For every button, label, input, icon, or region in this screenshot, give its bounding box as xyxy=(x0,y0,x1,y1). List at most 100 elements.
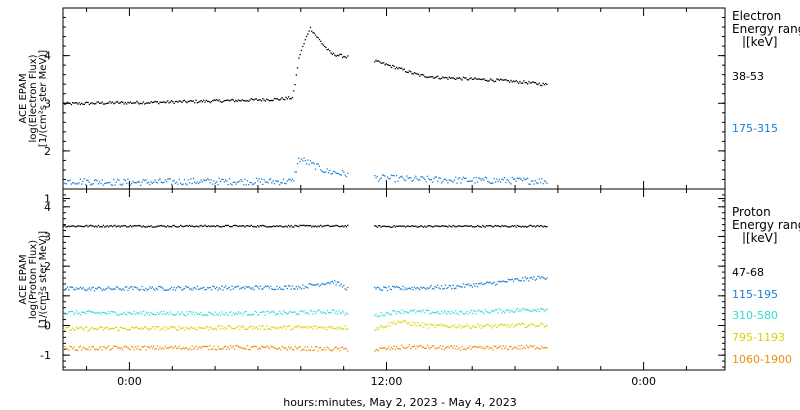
data-point xyxy=(110,327,112,330)
data-point xyxy=(277,328,279,330)
data-point xyxy=(241,225,243,227)
data-point xyxy=(389,288,391,290)
data-point xyxy=(407,346,409,348)
data-point xyxy=(502,345,504,347)
data-point xyxy=(248,286,250,288)
data-point xyxy=(207,345,209,347)
data-point xyxy=(327,224,330,227)
data-point xyxy=(335,224,337,226)
data-point xyxy=(254,310,256,312)
data-point xyxy=(474,77,476,79)
data-point xyxy=(180,347,182,350)
data-point xyxy=(105,312,107,315)
data-point xyxy=(446,179,448,182)
data-point xyxy=(72,225,74,227)
data-point xyxy=(263,179,265,181)
data-point xyxy=(195,182,197,185)
data-point xyxy=(532,278,534,280)
data-point xyxy=(485,281,488,284)
data-point xyxy=(398,311,400,313)
data-point xyxy=(171,226,173,228)
data-point xyxy=(207,100,209,103)
data-point xyxy=(465,312,467,314)
data-point xyxy=(344,56,346,58)
data-point xyxy=(304,346,306,348)
data-point xyxy=(263,328,265,330)
data-point xyxy=(97,286,99,289)
data-point xyxy=(248,314,250,316)
data-point xyxy=(515,309,517,311)
data-point xyxy=(339,326,341,329)
data-point xyxy=(509,181,511,184)
data-point xyxy=(177,101,179,103)
data-point xyxy=(534,309,537,311)
data-point xyxy=(82,327,84,330)
data-point xyxy=(478,177,480,179)
data-point xyxy=(174,225,177,228)
data-point xyxy=(240,312,242,314)
data-point xyxy=(335,328,337,330)
data-point xyxy=(421,225,423,228)
data-point xyxy=(110,348,112,350)
data-point xyxy=(123,311,125,313)
data-point xyxy=(205,314,207,317)
data-point xyxy=(271,326,273,328)
data-point xyxy=(127,178,129,180)
data-point xyxy=(539,323,542,325)
data-point xyxy=(453,225,456,227)
data-point xyxy=(239,225,241,227)
data-point xyxy=(381,347,384,349)
data-point xyxy=(213,99,215,101)
data-point xyxy=(326,282,328,284)
data-point xyxy=(323,225,326,227)
data-point xyxy=(322,225,324,227)
data-point xyxy=(384,225,386,227)
data-point xyxy=(485,225,488,227)
data-point xyxy=(312,225,314,227)
data-point xyxy=(69,179,71,181)
data-point xyxy=(77,288,79,290)
data-point xyxy=(388,322,390,324)
data-point xyxy=(392,348,394,350)
data-point xyxy=(156,325,159,328)
data-point xyxy=(158,103,160,105)
data-point xyxy=(424,312,426,314)
data-point xyxy=(169,225,171,228)
data-point xyxy=(240,326,242,328)
data-point xyxy=(434,225,436,227)
data-point xyxy=(81,349,83,351)
data-point xyxy=(407,287,409,289)
data-point xyxy=(137,180,139,183)
data-point xyxy=(467,180,470,182)
data-point xyxy=(176,329,178,331)
data-point xyxy=(457,178,459,180)
data-point xyxy=(77,312,79,315)
data-point xyxy=(160,286,162,288)
data-point xyxy=(261,100,263,102)
data-point xyxy=(339,285,341,287)
data-point xyxy=(282,288,285,291)
data-point xyxy=(290,346,292,348)
data-point xyxy=(81,288,83,290)
series-38-53 xyxy=(63,26,548,106)
data-point xyxy=(257,180,259,182)
data-point xyxy=(402,69,404,71)
data-point xyxy=(524,347,526,349)
data-point xyxy=(533,183,535,185)
data-point xyxy=(234,181,236,183)
data-point xyxy=(480,310,483,312)
data-point xyxy=(100,326,102,328)
data-point xyxy=(493,310,495,312)
data-point xyxy=(524,82,526,84)
data-point xyxy=(543,180,546,182)
data-point xyxy=(114,184,116,186)
data-point xyxy=(81,311,83,313)
data-point xyxy=(420,176,422,178)
data-point xyxy=(322,326,324,328)
data-point xyxy=(81,327,83,329)
data-point xyxy=(275,327,277,329)
data-point xyxy=(469,327,471,329)
data-point xyxy=(314,284,317,286)
data-point xyxy=(496,326,498,329)
data-point xyxy=(384,326,386,328)
